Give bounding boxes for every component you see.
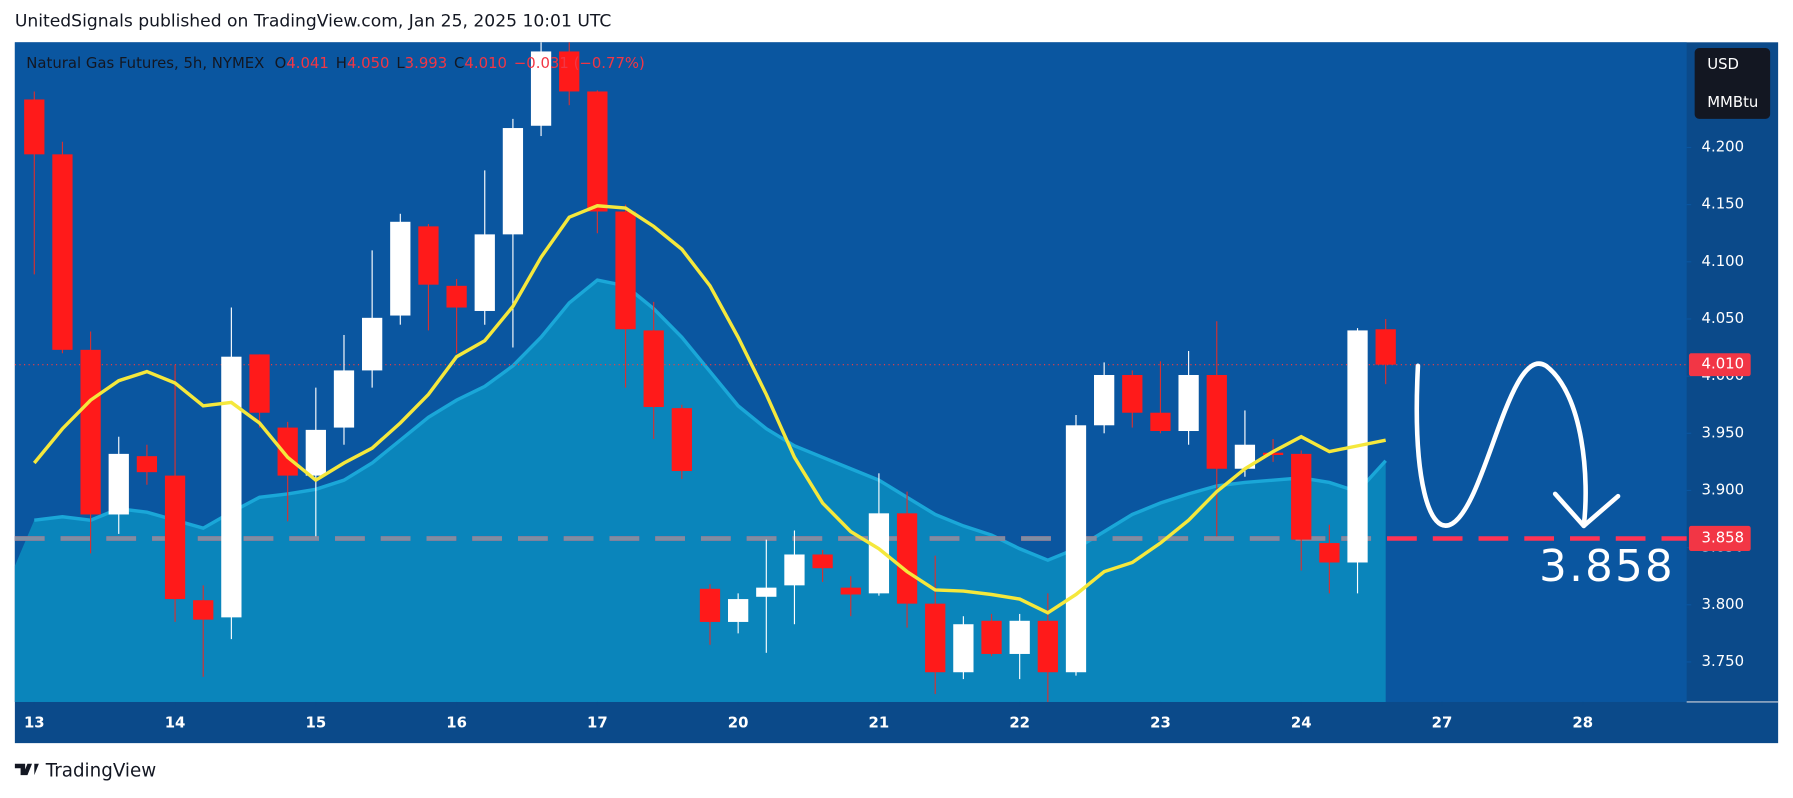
legend-value: 4.050 <box>347 54 390 72</box>
candle-body <box>221 356 242 618</box>
candle-body <box>80 349 101 515</box>
candle-body <box>333 370 355 428</box>
arrow-head <box>1552 491 1621 529</box>
candle-body <box>446 285 467 308</box>
candle-body <box>868 513 890 594</box>
candle-body <box>474 234 495 311</box>
candle-body <box>615 211 636 330</box>
legend-key: H <box>336 54 347 72</box>
candle-body <box>981 620 1002 654</box>
y-tick-label: 4.100 <box>1702 252 1745 270</box>
candle-body <box>812 554 833 569</box>
ma-area <box>14 280 1386 702</box>
unit: MMBtu <box>1707 93 1758 111</box>
x-tick-label: 20 <box>728 714 749 732</box>
logo-mark <box>14 763 39 776</box>
candle-body <box>136 456 158 473</box>
candle-body <box>1009 620 1030 654</box>
candle-body <box>643 330 664 408</box>
candle-body <box>1206 374 1227 469</box>
x-tick-label: 16 <box>446 714 467 732</box>
currency-box <box>1694 48 1771 119</box>
target-label: 3.858 <box>1702 528 1745 546</box>
last-price-label: 4.010 <box>1702 355 1745 373</box>
x-tick-label: 21 <box>869 714 890 732</box>
candle-body <box>108 453 129 515</box>
ma-area-line <box>34 278 1387 563</box>
legend-value: 4.041 <box>286 54 329 72</box>
candle-body <box>728 599 749 622</box>
candle-body <box>1065 425 1087 673</box>
candle-body <box>530 51 552 126</box>
legend-key: C <box>454 54 464 72</box>
candle-body <box>1037 620 1058 673</box>
candle-body <box>502 128 524 235</box>
x-tick-label: 15 <box>305 714 326 732</box>
candle-body <box>1262 452 1284 456</box>
candle-body <box>305 429 326 476</box>
last-price-box <box>1688 353 1751 377</box>
candle-body <box>925 603 946 673</box>
candle-body <box>784 554 805 586</box>
legend: Natural Gas Futures, 5h, NYMEX O4.041 H4.0… <box>26 54 645 72</box>
legend-change: −0.031 (−0.77%) <box>514 54 645 72</box>
currency: USD <box>1707 55 1739 73</box>
y-tick-label: 4.200 <box>1702 137 1745 155</box>
publish-line: UnitedSignals published on TradingView.c… <box>15 12 611 32</box>
footer-logo: TradingView <box>14 761 157 782</box>
candle-body <box>249 354 270 413</box>
candle-body <box>1291 453 1312 540</box>
plot <box>14 42 1687 702</box>
candle-body <box>277 427 298 476</box>
y-tick-label: 3.900 <box>1702 480 1745 498</box>
legend-key: L <box>396 54 405 72</box>
y-tick-label: 3.950 <box>1702 423 1745 441</box>
instrument: Natural Gas Futures, 5h, NYMEX <box>26 54 264 72</box>
candle-body <box>1122 374 1143 413</box>
candle-body <box>362 317 383 371</box>
target-box <box>1688 525 1751 552</box>
x-tick-label: 14 <box>165 714 186 732</box>
candle-body <box>52 154 73 350</box>
candle-body <box>24 99 45 155</box>
candle-body <box>1094 374 1115 426</box>
legend-key: O <box>275 54 287 72</box>
candle-body <box>559 51 580 92</box>
candle-body <box>840 587 861 595</box>
candle-body <box>1234 444 1256 469</box>
x-tick-label: 17 <box>587 714 608 732</box>
ma-line <box>32 204 1387 615</box>
candle-body <box>1150 412 1171 432</box>
candle-body <box>164 475 186 600</box>
legend-value: 3.993 <box>405 54 448 72</box>
candle-body <box>896 513 918 604</box>
candle-body <box>671 408 692 472</box>
y-tick-label: 4.050 <box>1702 309 1745 327</box>
candle-body <box>756 587 777 597</box>
target-annotation: 3.858 <box>1539 542 1675 592</box>
x-tick-label: 23 <box>1150 714 1171 732</box>
candle-body <box>587 91 608 212</box>
candle-body <box>193 600 214 620</box>
x-tick-label: 13 <box>24 714 45 732</box>
candle-body <box>1375 329 1396 365</box>
candle-body <box>1178 374 1199 432</box>
brand: TradingView <box>45 761 157 782</box>
candle-body <box>1319 543 1340 563</box>
candle-body <box>390 221 411 316</box>
candle-body <box>953 624 974 673</box>
drawn-arrow <box>1414 361 1588 529</box>
y-tick-label: 4.150 <box>1702 195 1745 213</box>
x-tick-label: 22 <box>1009 714 1030 732</box>
y-tick-label: 3.750 <box>1702 652 1745 670</box>
candle-body <box>418 226 439 285</box>
x-tick-label: 24 <box>1291 714 1312 732</box>
legend-value: 4.010 <box>464 54 507 72</box>
x-tick-label: 27 <box>1432 714 1453 732</box>
x-tick-label: 28 <box>1572 714 1593 732</box>
y-tick-label: 3.800 <box>1702 595 1745 613</box>
candle-body <box>699 588 721 622</box>
